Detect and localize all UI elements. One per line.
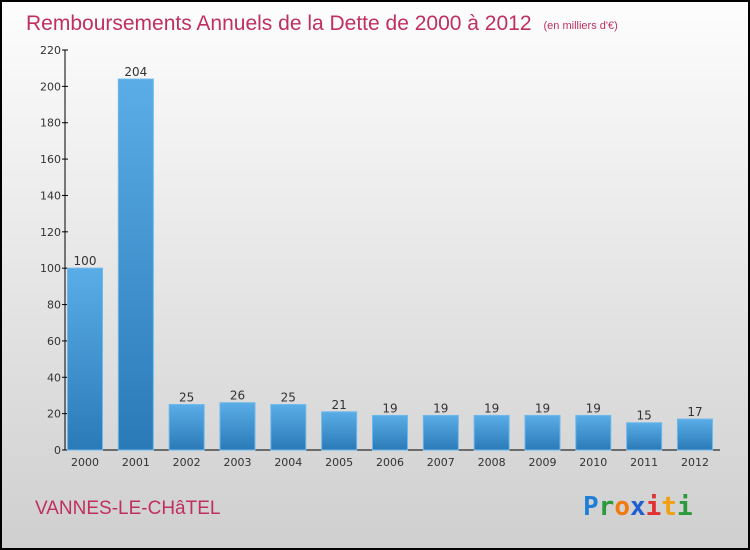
- bar-2004: [270, 404, 307, 451]
- bar-2002: [168, 404, 205, 451]
- bar-2006: [371, 414, 408, 451]
- data-label: 204: [124, 65, 147, 79]
- bar-2012: [676, 418, 713, 451]
- y-tick-label: 0: [54, 444, 61, 457]
- x-tick-label: 2005: [325, 456, 353, 469]
- x-tick-label: 2006: [376, 456, 404, 469]
- bar-2010: [575, 414, 612, 451]
- data-label: 15: [636, 409, 651, 423]
- x-tick-label: 2009: [528, 456, 556, 469]
- data-label: 19: [484, 401, 499, 415]
- x-tick-label: 2003: [223, 456, 251, 469]
- data-label: 17: [687, 405, 702, 419]
- bar-2011: [626, 422, 663, 451]
- bar-2001: [117, 78, 154, 451]
- data-label: 19: [433, 401, 448, 415]
- y-tick-label: 80: [47, 299, 61, 312]
- bar-2003: [219, 402, 256, 451]
- data-label: 21: [332, 398, 347, 412]
- data-label: 100: [74, 254, 97, 268]
- y-tick-label: 180: [40, 117, 61, 130]
- data-label: 25: [179, 391, 194, 405]
- x-tick-label: 2002: [173, 456, 201, 469]
- data-label: 19: [382, 401, 397, 415]
- x-tick-label: 2001: [122, 456, 150, 469]
- data-label: 19: [586, 401, 601, 415]
- x-tick-label: 2000: [71, 456, 99, 469]
- city-name: VANNES-LE-CHâTEL: [35, 498, 220, 519]
- y-tick-label: 140: [40, 189, 61, 202]
- x-tick-label: 2010: [579, 456, 607, 469]
- y-tick-label: 40: [47, 371, 61, 384]
- y-tick-label: 100: [40, 262, 61, 275]
- y-tick-label: 60: [47, 335, 61, 348]
- y-tick-label: 200: [40, 80, 61, 93]
- proxiti-logo: Proxiti: [583, 492, 693, 522]
- y-tick-label: 160: [40, 153, 61, 166]
- x-tick-label: 2012: [681, 456, 709, 469]
- bar-2008: [473, 414, 510, 451]
- data-label: 19: [535, 401, 550, 415]
- bar-2000: [67, 267, 103, 451]
- bar-2005: [321, 411, 358, 451]
- chart-subtitle: (en milliers d'€): [544, 20, 618, 32]
- x-tick-label: 2004: [274, 456, 302, 469]
- y-tick-label: 120: [40, 226, 61, 239]
- data-label: 26: [230, 389, 245, 403]
- y-tick-label: 220: [40, 44, 61, 57]
- bar-2009: [524, 414, 561, 451]
- chart-title: Remboursements Annuels de la Dette de 20…: [26, 12, 532, 35]
- x-tick-label: 2008: [478, 456, 506, 469]
- bar-2007: [422, 414, 459, 451]
- data-label: 25: [281, 391, 296, 405]
- x-tick-label: 2011: [630, 456, 658, 469]
- y-tick-label: 20: [47, 408, 61, 421]
- x-tick-label: 2007: [427, 456, 455, 469]
